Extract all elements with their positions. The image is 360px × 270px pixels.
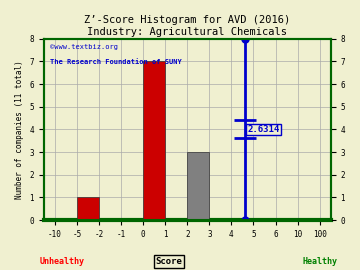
Y-axis label: Number of companies (11 total): Number of companies (11 total) xyxy=(15,60,24,199)
Text: Unhealthy: Unhealthy xyxy=(40,257,85,266)
Text: 2.6314: 2.6314 xyxy=(247,125,279,134)
Text: Healthy: Healthy xyxy=(302,257,337,266)
Text: ©www.textbiz.org: ©www.textbiz.org xyxy=(50,44,118,50)
Text: The Research Foundation of SUNY: The Research Foundation of SUNY xyxy=(50,59,181,65)
Bar xyxy=(77,197,99,220)
Title: Z’-Score Histogram for AVD (2016)
Industry: Agricultural Chemicals: Z’-Score Histogram for AVD (2016) Indust… xyxy=(84,15,291,37)
Bar xyxy=(143,62,165,220)
Text: Score: Score xyxy=(156,257,183,266)
Bar xyxy=(187,152,209,220)
